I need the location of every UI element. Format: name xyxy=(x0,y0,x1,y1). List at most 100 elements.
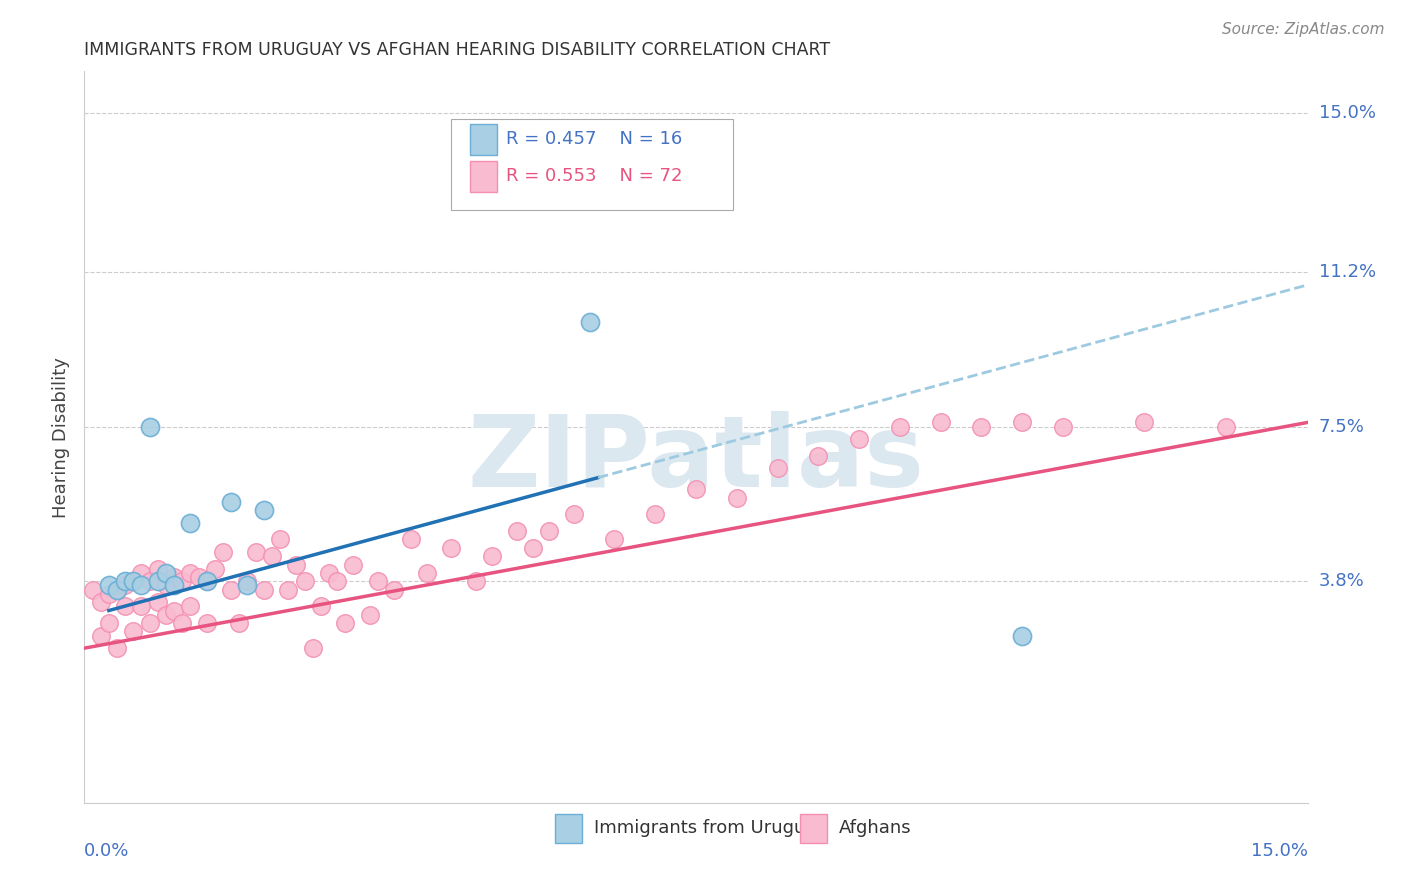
Point xyxy=(326,574,349,589)
Point xyxy=(309,599,332,614)
Point xyxy=(236,578,259,592)
Point xyxy=(163,570,186,584)
Bar xyxy=(555,814,582,843)
Point xyxy=(138,419,160,434)
Point xyxy=(260,549,283,564)
Point xyxy=(1011,629,1033,643)
Point xyxy=(212,545,235,559)
Point xyxy=(807,449,830,463)
Point xyxy=(172,616,194,631)
Point xyxy=(90,629,112,643)
Point xyxy=(929,416,952,430)
Point xyxy=(562,508,585,522)
Point xyxy=(114,599,136,614)
Point xyxy=(114,574,136,589)
Point xyxy=(335,616,357,631)
Point xyxy=(131,566,153,580)
Point xyxy=(766,461,789,475)
Point xyxy=(146,574,169,589)
Point xyxy=(685,483,707,497)
Text: IMMIGRANTS FROM URUGUAY VS AFGHAN HEARING DISABILITY CORRELATION CHART: IMMIGRANTS FROM URUGUAY VS AFGHAN HEARIN… xyxy=(84,41,831,59)
Point xyxy=(122,624,145,639)
Point xyxy=(163,578,186,592)
Point xyxy=(155,566,177,580)
Text: Afghans: Afghans xyxy=(839,820,911,838)
Point xyxy=(848,432,870,446)
Point xyxy=(138,574,160,589)
Point xyxy=(538,524,561,538)
Point xyxy=(114,578,136,592)
Point xyxy=(294,574,316,589)
Point xyxy=(155,578,177,592)
Point xyxy=(179,566,201,580)
Point xyxy=(195,616,218,631)
Point xyxy=(245,545,267,559)
Point xyxy=(105,582,128,597)
Y-axis label: Hearing Disability: Hearing Disability xyxy=(52,357,70,517)
Point xyxy=(277,582,299,597)
Point xyxy=(122,574,145,589)
Text: 0.0%: 0.0% xyxy=(84,842,129,860)
Point xyxy=(367,574,389,589)
Point xyxy=(1052,419,1074,434)
Point xyxy=(416,566,439,580)
Point xyxy=(187,570,209,584)
Point xyxy=(82,582,104,597)
Point xyxy=(97,587,120,601)
Point xyxy=(90,595,112,609)
Point xyxy=(889,419,911,434)
Point xyxy=(131,599,153,614)
Point xyxy=(342,558,364,572)
Point xyxy=(269,533,291,547)
Point xyxy=(138,616,160,631)
Point xyxy=(1215,419,1237,434)
Point xyxy=(603,533,626,547)
Point xyxy=(1133,416,1156,430)
Point xyxy=(253,503,276,517)
Text: R = 0.553    N = 72: R = 0.553 N = 72 xyxy=(506,167,683,186)
Point xyxy=(464,574,486,589)
Point xyxy=(105,582,128,597)
Bar xyxy=(800,814,827,843)
Point xyxy=(644,508,666,522)
Point xyxy=(285,558,308,572)
Point xyxy=(195,574,218,589)
Text: R = 0.457    N = 16: R = 0.457 N = 16 xyxy=(506,130,683,148)
Text: 15.0%: 15.0% xyxy=(1250,842,1308,860)
Point xyxy=(359,607,381,622)
Point xyxy=(219,582,242,597)
Text: Immigrants from Uruguay: Immigrants from Uruguay xyxy=(595,820,828,838)
Point xyxy=(146,562,169,576)
Bar xyxy=(470,161,496,192)
Point xyxy=(725,491,748,505)
FancyBboxPatch shape xyxy=(451,119,733,211)
Text: 11.2%: 11.2% xyxy=(1319,263,1376,281)
Point xyxy=(253,582,276,597)
Text: 15.0%: 15.0% xyxy=(1319,104,1375,122)
Point xyxy=(179,599,201,614)
Text: ZIPatlas: ZIPatlas xyxy=(468,410,924,508)
Point xyxy=(105,641,128,656)
Point xyxy=(204,562,226,576)
Point xyxy=(172,574,194,589)
Point xyxy=(155,607,177,622)
Point xyxy=(970,419,993,434)
Point xyxy=(236,574,259,589)
Point xyxy=(163,603,186,617)
Text: 7.5%: 7.5% xyxy=(1319,417,1365,435)
Point xyxy=(97,578,120,592)
Text: Source: ZipAtlas.com: Source: ZipAtlas.com xyxy=(1222,22,1385,37)
Point xyxy=(146,595,169,609)
Text: 3.8%: 3.8% xyxy=(1319,573,1364,591)
Point xyxy=(228,616,250,631)
Point xyxy=(97,616,120,631)
Point xyxy=(522,541,544,555)
Point xyxy=(179,516,201,530)
Point xyxy=(440,541,463,555)
Point xyxy=(219,495,242,509)
Point xyxy=(131,578,153,592)
Bar xyxy=(470,124,496,154)
Point xyxy=(481,549,503,564)
Point xyxy=(301,641,323,656)
Point xyxy=(505,524,527,538)
